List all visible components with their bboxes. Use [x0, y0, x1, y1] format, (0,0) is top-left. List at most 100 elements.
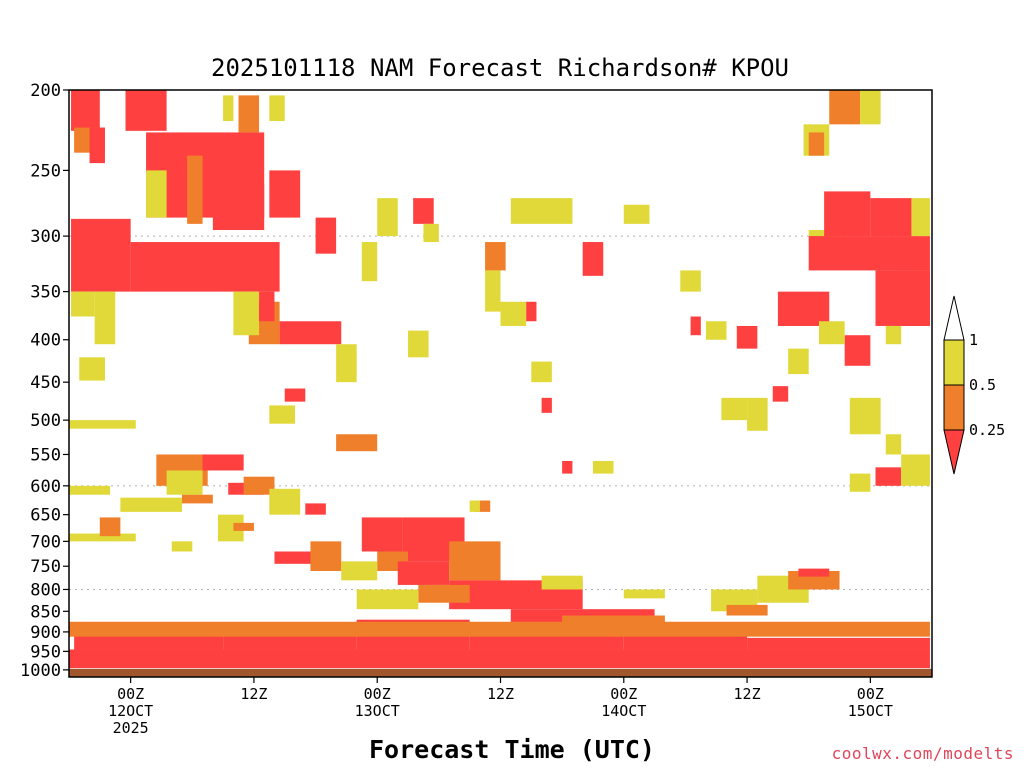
colorbar-label-0.25: 0.25 — [969, 421, 1005, 439]
heatmap-cell-101 — [500, 301, 527, 326]
heatmap-cell-64 — [69, 649, 930, 669]
colorbar-label-0.5: 0.5 — [969, 376, 996, 394]
heatmap-cell-42 — [69, 533, 136, 542]
heatmap-cell-20 — [259, 291, 275, 322]
heatmap-cell-86 — [788, 348, 809, 375]
heatmap-cell-32 — [202, 454, 244, 471]
heatmap-cell-37 — [243, 476, 275, 495]
colorbar: 1 0.5 0.25 — [943, 295, 1005, 475]
x-tick-label-60-0: 12Z — [734, 685, 761, 703]
x-tick-label-0-1: 12OCT — [108, 702, 153, 720]
heatmap-cell-109 — [469, 500, 480, 512]
heatmap-cell-19 — [233, 291, 260, 336]
heatmap-cell-84 — [844, 335, 871, 366]
heatmap-cell-90 — [860, 90, 881, 125]
source-credit[interactable]: coolwx.com/modelts — [832, 744, 1014, 763]
heatmap-cell-79 — [870, 198, 912, 237]
heatmap-cell-10 — [269, 95, 285, 122]
heatmap-cell-15 — [71, 291, 95, 317]
heatmap-cell-105 — [592, 460, 614, 474]
heatmap-cell-41 — [233, 522, 254, 531]
chart-title: 2025101118 NAM Forecast Richardson# KPOU — [211, 54, 789, 82]
x-tick-label-0-0: 00Z — [117, 685, 144, 703]
heatmap-cell-97 — [582, 242, 604, 276]
heatmap-cell-23 — [377, 198, 398, 237]
x-tick-label-12-0: 12Z — [240, 685, 267, 703]
heatmap-cell-103 — [531, 361, 552, 383]
heatmap-cell-57 — [562, 615, 665, 624]
heatmap-cell-106 — [562, 460, 573, 474]
heatmap-cell-35 — [120, 497, 183, 512]
heatmap-cell-58 — [74, 635, 224, 650]
y-tick-label-200: 200 — [30, 81, 61, 101]
heatmap-cell-87 — [885, 325, 902, 345]
y-tick-label-950: 950 — [30, 642, 61, 662]
heatmap-cell-75 — [885, 434, 902, 455]
y-tick-label-550: 550 — [30, 445, 61, 465]
heatmap-cell-115 — [772, 386, 789, 402]
heatmap-cell-7 — [212, 184, 265, 231]
heatmap-cell-43 — [99, 517, 121, 537]
heatmap-cell-63 — [747, 637, 930, 650]
heatmap-cell-54 — [418, 584, 470, 603]
heatmap-cell-95 — [623, 589, 665, 599]
heatmap-cell-9 — [223, 95, 234, 122]
heatmap-cell-96 — [510, 198, 573, 224]
heatmap-cell-114 — [747, 397, 768, 431]
x-tick-label-72-0: 00Z — [857, 685, 884, 703]
heatmap-cell-77 — [808, 236, 930, 271]
heatmap-cell-92 — [808, 132, 825, 156]
heatmap-cell-73 — [849, 473, 871, 492]
y-tick-label-850: 850 — [30, 602, 61, 622]
heatmap-cell-25 — [423, 223, 439, 243]
heatmap-cell-28 — [269, 405, 296, 424]
y-tick-label-250: 250 — [30, 161, 61, 181]
heatmap-cell-78 — [824, 191, 871, 237]
heatmap-cell-74 — [901, 454, 930, 486]
x-axis-label: Forecast Time (UTC) — [369, 735, 655, 764]
heatmap-cell-93 — [69, 485, 111, 495]
heatmap-cell-72 — [875, 467, 902, 486]
heatmap-cell-112 — [705, 321, 727, 340]
heatmap-cell-18 — [279, 321, 342, 345]
y-tick-label-1000: 1000 — [20, 661, 61, 681]
heatmap-cell-113 — [721, 397, 748, 421]
heatmap-cell-14 — [94, 291, 116, 345]
heatmap-cell-5 — [130, 242, 280, 292]
heatmap-cell-29 — [336, 434, 378, 452]
y-tick-label-800: 800 — [30, 580, 61, 600]
heatmap-cell-102 — [526, 301, 537, 322]
heatmap-cell-50 — [341, 561, 378, 581]
heatmap-cell-98 — [623, 204, 650, 224]
heatmap-cell-26 — [361, 242, 378, 282]
heatmap-cell-12 — [187, 155, 203, 224]
heatmap-cell-3 — [89, 127, 105, 164]
heatmap-cell-38 — [269, 488, 301, 515]
heatmap-cell-27 — [284, 388, 306, 402]
heatmap-cell-67 — [726, 604, 768, 616]
colorbar-band-0.25-0.5 — [943, 384, 965, 431]
y-tick-label-750: 750 — [30, 557, 61, 577]
heatmap-cell-70 — [798, 568, 830, 577]
heatmap-cell-85 — [818, 321, 845, 345]
x-tick-label-24-0: 00Z — [364, 685, 391, 703]
heatmap-cell-1 — [125, 90, 167, 131]
heatmap-cell-30 — [69, 420, 136, 429]
y-tick-label-650: 650 — [30, 506, 61, 526]
y-tick-label-450: 450 — [30, 373, 61, 393]
heatmap-cell-47 — [361, 517, 403, 552]
heatmap-cell-24 — [413, 198, 434, 224]
heatmap-cell-45 — [274, 551, 316, 564]
heatmap-cells — [69, 90, 930, 669]
heatmap-cell-52 — [449, 541, 501, 581]
heatmap-cell-21 — [336, 344, 357, 383]
heatmap-cell-107 — [408, 330, 429, 358]
heatmap-cell-22 — [315, 217, 337, 254]
x-tick-label-0-2: 2025 — [113, 719, 149, 737]
heatmap-cell-39 — [305, 503, 326, 515]
y-axis: 200 250 300 350 400 450 500 550 600 650 700 750 8008… — [20, 81, 69, 681]
colorbar-triangle-below-0.25 — [943, 429, 965, 475]
y-tick-label-900: 900 — [30, 623, 61, 643]
colorbar-band-0.5-1 — [943, 339, 965, 386]
